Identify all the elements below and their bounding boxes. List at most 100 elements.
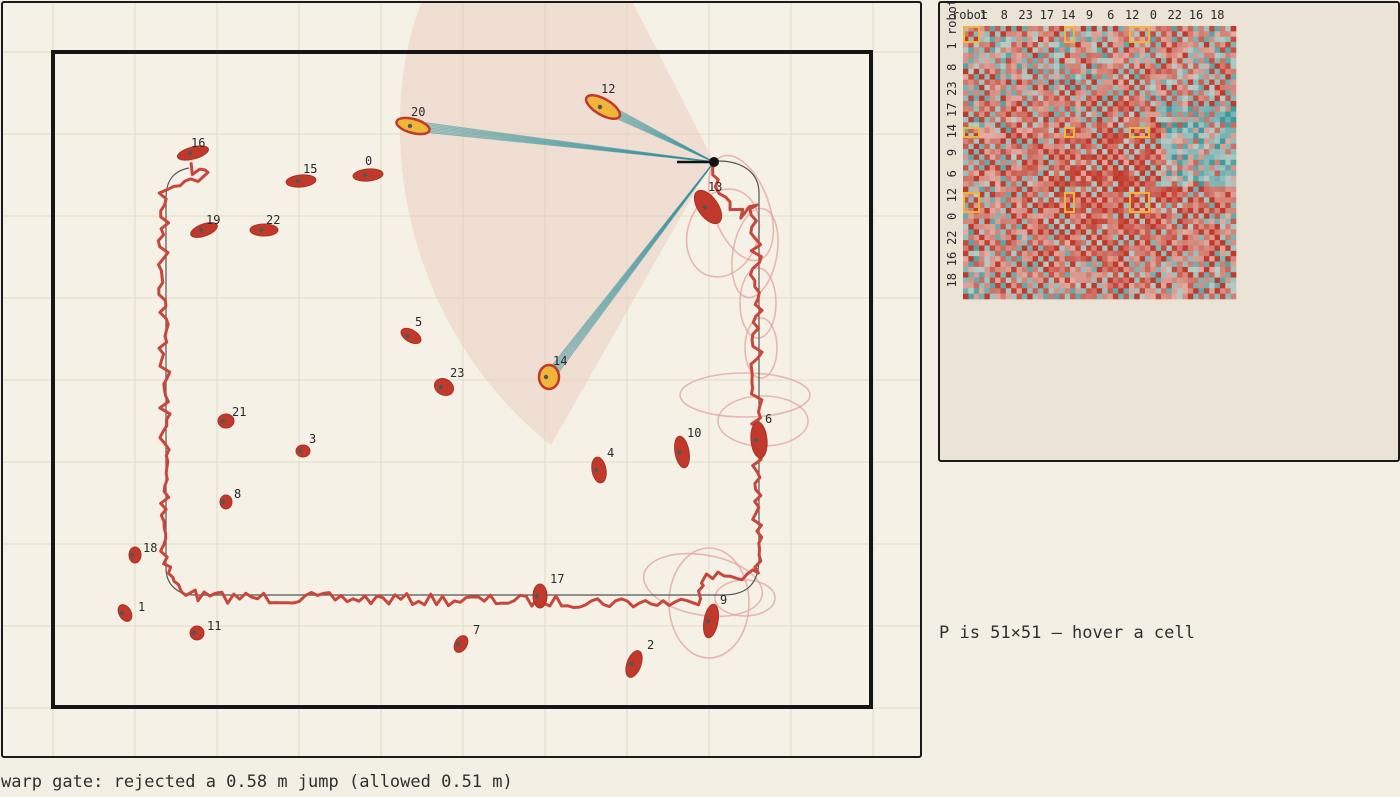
matrix-cell[interactable] [1107, 261, 1114, 268]
matrix-cell[interactable] [1145, 154, 1151, 161]
matrix-cell[interactable] [968, 26, 974, 32]
matrix-cell[interactable] [1086, 165, 1092, 171]
matrix-cell[interactable] [1107, 143, 1114, 150]
matrix-cell[interactable] [1118, 149, 1124, 155]
matrix-cell[interactable] [1059, 95, 1065, 102]
matrix-cell[interactable] [1145, 58, 1151, 64]
matrix-cell[interactable] [1091, 95, 1098, 102]
matrix-cell[interactable] [1161, 117, 1167, 123]
matrix-cell[interactable] [1054, 100, 1060, 107]
matrix-cell[interactable] [1107, 58, 1114, 64]
matrix-cell[interactable] [1193, 79, 1199, 86]
matrix-cell[interactable] [1214, 111, 1221, 118]
matrix-cell[interactable] [1021, 100, 1028, 107]
matrix-cell[interactable] [1043, 95, 1049, 102]
matrix-cell[interactable] [1054, 31, 1060, 37]
matrix-cell[interactable] [1166, 213, 1173, 219]
matrix-cell[interactable] [995, 250, 1001, 257]
matrix-cell[interactable] [1230, 100, 1237, 107]
matrix-cell[interactable] [1016, 224, 1023, 230]
matrix-cell[interactable] [1080, 245, 1087, 252]
matrix-cell[interactable] [1145, 250, 1151, 257]
matrix-cell[interactable] [984, 213, 991, 219]
matrix-cell[interactable] [1214, 159, 1221, 166]
matrix-cell[interactable] [1054, 170, 1060, 177]
matrix-cell[interactable] [1021, 256, 1028, 262]
matrix-cell[interactable] [1064, 240, 1071, 246]
matrix-cell[interactable] [1048, 84, 1055, 91]
matrix-cell[interactable] [1150, 165, 1156, 171]
matrix-cell[interactable] [979, 84, 985, 91]
matrix-cell[interactable] [1086, 138, 1092, 145]
matrix-cell[interactable] [963, 288, 969, 294]
matrix-cell[interactable] [1016, 208, 1023, 214]
matrix-cell[interactable] [1214, 218, 1221, 225]
matrix-cell[interactable] [1171, 261, 1178, 268]
matrix-cell[interactable] [1161, 170, 1167, 177]
matrix-cell[interactable] [1166, 52, 1173, 59]
matrix-cell[interactable] [1187, 154, 1194, 161]
matrix-cell[interactable] [1005, 68, 1012, 75]
matrix-cell[interactable] [1219, 52, 1226, 59]
matrix-cell[interactable] [1145, 202, 1151, 209]
matrix-cell[interactable] [989, 250, 996, 257]
matrix-cell[interactable] [1123, 261, 1130, 268]
matrix-cell[interactable] [1059, 288, 1065, 294]
matrix-cell[interactable] [973, 47, 980, 54]
matrix-cell[interactable] [1230, 277, 1237, 284]
matrix-cell[interactable] [1032, 229, 1039, 236]
matrix-cell[interactable] [1102, 234, 1108, 241]
matrix-cell[interactable] [1016, 79, 1023, 86]
matrix-cell[interactable] [1177, 208, 1183, 214]
matrix-cell[interactable] [1000, 138, 1007, 145]
matrix-cell[interactable] [1091, 149, 1098, 155]
matrix-cell[interactable] [1086, 95, 1092, 102]
matrix-cell[interactable] [1059, 52, 1065, 59]
matrix-cell[interactable] [989, 272, 996, 278]
matrix-cell[interactable] [1187, 186, 1194, 193]
matrix-cell[interactable] [1128, 282, 1135, 289]
matrix-cell[interactable] [1203, 111, 1210, 118]
matrix-cell[interactable] [973, 186, 980, 193]
matrix-cell[interactable] [1059, 293, 1065, 300]
matrix-cell[interactable] [1070, 266, 1076, 273]
matrix-cell[interactable] [989, 127, 996, 134]
matrix-cell[interactable] [1209, 218, 1215, 225]
matrix-cell[interactable] [1171, 47, 1178, 54]
matrix-cell[interactable] [1139, 181, 1146, 187]
matrix-cell[interactable] [1128, 240, 1135, 246]
matrix-cell[interactable] [989, 84, 996, 91]
matrix-cell[interactable] [984, 79, 991, 86]
matrix-cell[interactable] [1182, 90, 1189, 96]
matrix-cell[interactable] [1209, 117, 1215, 123]
matrix-cell[interactable] [1134, 63, 1140, 70]
matrix-cell[interactable] [1193, 63, 1199, 70]
matrix-cell[interactable] [1171, 240, 1178, 246]
matrix-cell[interactable] [1080, 52, 1087, 59]
matrix-cell[interactable] [1048, 197, 1055, 203]
matrix-cell[interactable] [1102, 79, 1108, 86]
matrix-cell[interactable] [989, 47, 996, 54]
matrix-cell[interactable] [1059, 58, 1065, 64]
matrix-cell[interactable] [1182, 170, 1189, 177]
matrix-cell[interactable] [1182, 165, 1189, 171]
matrix-cell[interactable] [1166, 186, 1173, 193]
matrix-cell[interactable] [1214, 79, 1221, 86]
matrix-cell[interactable] [995, 208, 1001, 214]
matrix-cell[interactable] [1214, 213, 1221, 219]
matrix-cell[interactable] [1070, 234, 1076, 241]
matrix-cell[interactable] [1011, 79, 1017, 86]
matrix-cell[interactable] [1219, 106, 1226, 112]
matrix-cell[interactable] [1107, 229, 1114, 236]
matrix-cell[interactable] [1150, 58, 1156, 64]
matrix-cell[interactable] [984, 84, 991, 91]
matrix-cell[interactable] [1016, 106, 1023, 112]
matrix-cell[interactable] [1219, 79, 1226, 86]
matrix-cell[interactable] [989, 52, 996, 59]
matrix-cell[interactable] [1171, 234, 1178, 241]
matrix-cell[interactable] [1193, 58, 1199, 64]
matrix-cell[interactable] [1059, 68, 1065, 75]
matrix-cell[interactable] [1048, 159, 1055, 166]
matrix-cell[interactable] [1096, 154, 1103, 161]
matrix-cell[interactable] [979, 175, 985, 182]
